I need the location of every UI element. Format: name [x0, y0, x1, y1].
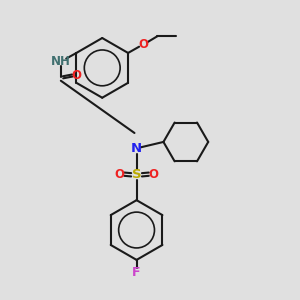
Text: NH: NH [51, 55, 71, 68]
Text: N: N [131, 142, 142, 155]
Text: F: F [132, 266, 141, 279]
Text: O: O [115, 168, 125, 181]
Text: O: O [148, 168, 158, 181]
Text: S: S [132, 168, 141, 181]
Text: O: O [138, 38, 148, 51]
Text: O: O [71, 69, 81, 82]
